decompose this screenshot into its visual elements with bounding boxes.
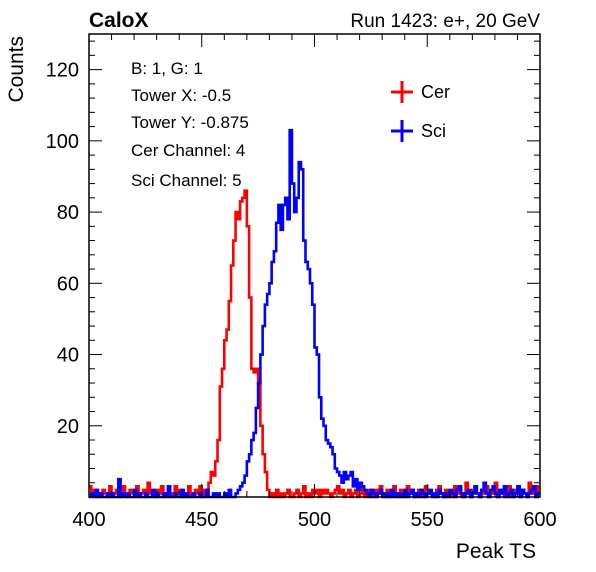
y-axis-label: Counts [5, 36, 28, 103]
x-tick-label: 450 [185, 509, 218, 531]
info-line-tower-x: Tower X: -0.5 [131, 86, 231, 105]
y-tick-label: 80 [57, 202, 79, 224]
info-line-tower-y: Tower Y: -0.875 [131, 113, 249, 132]
y-tick-label: 60 [57, 273, 79, 295]
legend-entry-cer: Cer [391, 81, 450, 103]
chart-title-right: Run 1423: e+, 20 GeV [350, 11, 540, 32]
y-tick-label: 40 [57, 345, 79, 367]
series-layer [89, 128, 540, 499]
y-tick-label: 20 [57, 416, 79, 438]
info-line-sci-channel: Sci Channel: 5 [131, 171, 242, 190]
legend-entry-sci: Sci [391, 120, 446, 142]
x-tick-label: 500 [298, 509, 331, 531]
y-tick-labels: 20 40 60 80 100 120 [46, 60, 79, 438]
y-tick-label: 100 [46, 131, 79, 153]
legend: Cer Sci [391, 81, 450, 142]
info-line-boards: B: 1, G: 1 [131, 59, 203, 78]
info-box: B: 1, G: 1 Tower X: -0.5 Tower Y: -0.875… [131, 59, 249, 190]
y-tick-label: 120 [46, 60, 79, 82]
info-line-cer-channel: Cer Channel: 4 [131, 141, 245, 160]
x-tick-label: 400 [72, 509, 105, 531]
x-tick-label: 600 [523, 509, 556, 531]
axes [88, 34, 541, 498]
x-tick-labels: 400 450 500 550 600 [72, 509, 556, 531]
legend-label-cer: Cer [421, 82, 450, 102]
x-axis-label: Peak TS [456, 540, 536, 563]
chart-title-left: CaloX [89, 9, 149, 32]
series-sci-line [89, 128, 540, 499]
legend-label-sci: Sci [421, 121, 446, 141]
plot-frame [88, 33, 541, 498]
x-tick-label: 550 [411, 509, 444, 531]
